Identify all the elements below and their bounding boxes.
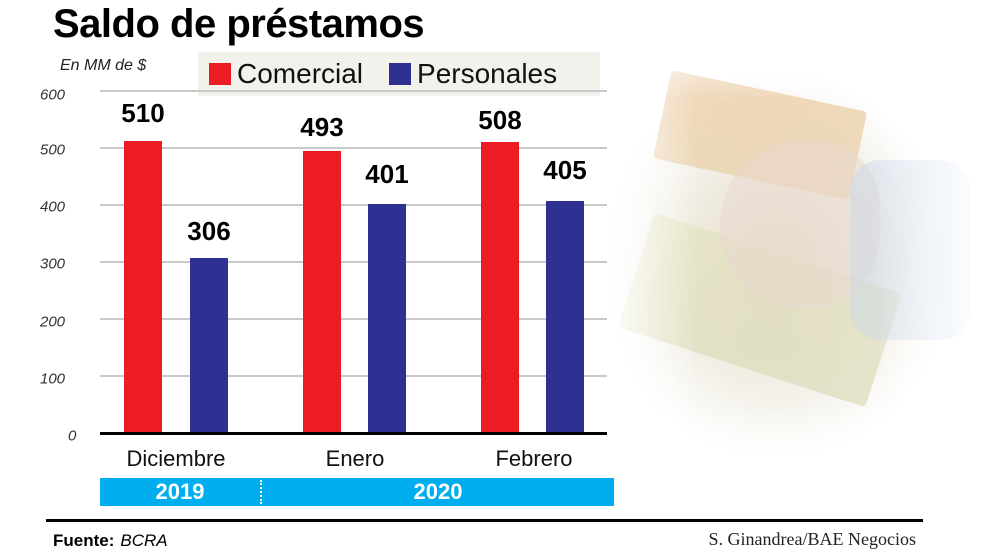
legend-label-personales: Personales [417, 58, 558, 89]
y-tick-600: 600 [40, 86, 66, 104]
category-label-enero: Enero [325, 446, 385, 471]
gridline-200 [100, 318, 607, 320]
legend-swatch-personales [389, 63, 412, 85]
credit-line: S. Ginandrea/BAE Negocios [708, 529, 916, 549]
source-label: Fuente: [53, 531, 115, 550]
background-photo-money [600, 30, 992, 500]
year-separator [260, 480, 262, 504]
y-tick-0: 0 [68, 427, 77, 445]
category-label-febrero: Febrero [495, 446, 573, 471]
bar-comercial-enero [303, 151, 341, 433]
gridline-400 [100, 204, 607, 206]
y-tick-500: 500 [40, 141, 66, 159]
legend: Comercial Personales [198, 52, 600, 96]
value-label-comercial-enero: 493 [300, 112, 344, 142]
gridline-600 [100, 90, 607, 92]
gridline-100 [100, 375, 607, 377]
value-label-comercial-febrero: 508 [478, 105, 522, 135]
footer-rule [46, 519, 923, 522]
year-label-2020: 2020 [413, 479, 463, 504]
category-label-diciembre: Diciembre [126, 446, 226, 471]
legend-swatch-comercial [209, 63, 231, 85]
value-label-comercial-diciembre: 510 [121, 98, 165, 128]
bar-comercial-diciembre [124, 141, 162, 433]
source-line: Fuente: BCRA [53, 531, 168, 551]
y-tick-200: 200 [40, 313, 66, 331]
y-tick-100: 100 [40, 370, 66, 388]
bar-personales-febrero [546, 201, 584, 433]
gridline-500 [100, 147, 607, 149]
value-label-personales-diciembre: 306 [187, 216, 231, 246]
unit-label: En MM de $ [60, 57, 147, 74]
legend-label-comercial: Comercial [237, 58, 364, 89]
year-band: 2019 2020 [100, 478, 614, 506]
x-axis-line [100, 432, 607, 435]
bar-comercial-febrero [481, 142, 519, 433]
bar-personales-enero [368, 204, 406, 433]
value-label-personales-febrero: 405 [543, 155, 587, 185]
year-label-2019: 2019 [155, 479, 205, 504]
value-label-personales-enero: 401 [365, 159, 409, 189]
source-value: BCRA [120, 531, 168, 550]
bar-personales-diciembre [190, 258, 228, 433]
chart-title: Saldo de préstamos [53, 2, 425, 46]
gridline-300 [100, 261, 607, 263]
y-tick-300: 300 [40, 255, 66, 273]
y-tick-400: 400 [40, 198, 66, 216]
